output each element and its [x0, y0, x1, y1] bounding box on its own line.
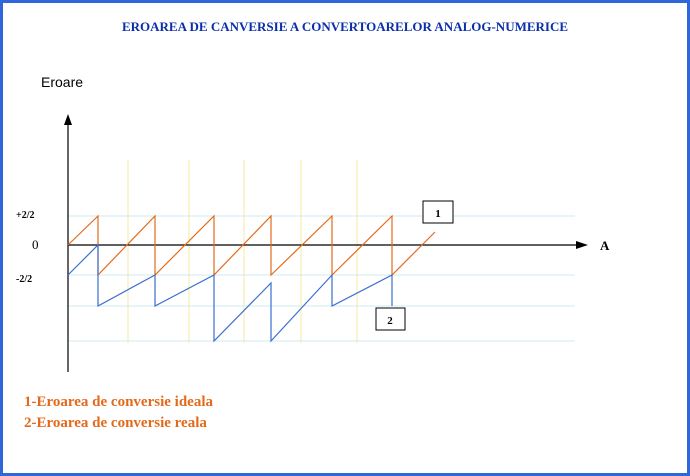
legend: 1-Eroarea de conversie ideala 2-Eroarea …: [24, 392, 213, 434]
tick-label-minus: -2/2: [16, 274, 32, 285]
callout-ideal-box: [422, 200, 454, 224]
y-axis-arrow-icon: [64, 114, 72, 125]
series-real-error: [67, 243, 393, 343]
vertical-guides: [127, 160, 358, 343]
series-ideal-error: [67, 214, 436, 277]
callout-ideal-number: 1: [435, 208, 441, 220]
callout-real-number: 2: [387, 315, 393, 327]
tick-label-plus: +2/2: [16, 210, 34, 221]
axes: [64, 114, 588, 372]
legend-item-real: 2-Eroarea de conversie reala: [24, 415, 207, 431]
horizontal-guides: [68, 215, 575, 342]
x-axis-arrow-icon: [576, 241, 588, 249]
x-axis-label: A: [600, 238, 610, 253]
callout-ideal: 1: [422, 200, 454, 224]
legend-item-ideal: 1-Eroarea de conversie ideala: [24, 394, 213, 410]
diagram-title: EROAREA DE CANVERSIE A CONVERTOARELOR AN…: [121, 19, 569, 34]
y-axis-label: Eroare: [41, 74, 83, 90]
tick-label-zero: 0: [32, 237, 39, 252]
callout-real: 2: [375, 307, 406, 331]
callout-real-box: [375, 307, 406, 331]
